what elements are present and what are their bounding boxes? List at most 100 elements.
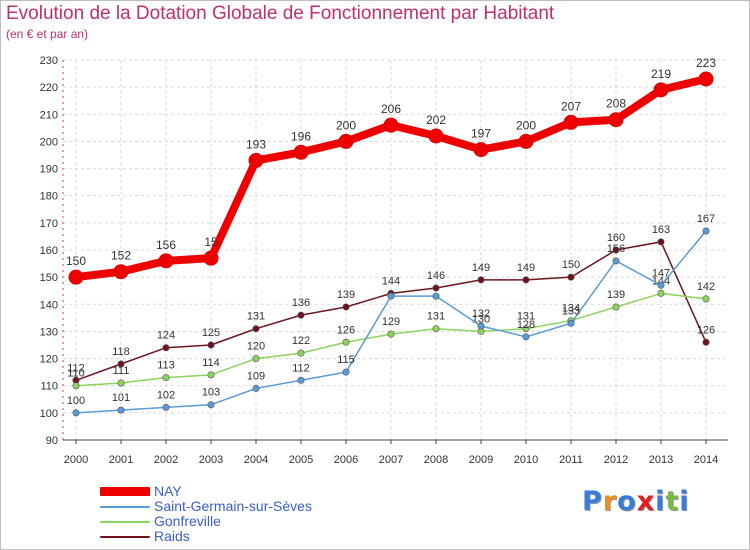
- data-point: [248, 152, 264, 168]
- legend-item: NAY: [100, 484, 312, 499]
- y-tick-label: 90: [46, 435, 58, 447]
- logo-letter: x: [636, 486, 656, 517]
- data-label: 144: [382, 275, 400, 287]
- data-point: [522, 325, 530, 333]
- data-point: [522, 276, 530, 284]
- data-label: 193: [246, 137, 266, 151]
- data-point: [342, 368, 350, 376]
- data-point: [698, 71, 714, 87]
- x-tick-label: 2004: [244, 454, 268, 466]
- x-tick-label: 2013: [649, 454, 673, 466]
- data-label: 150: [562, 259, 580, 271]
- data-point: [387, 292, 395, 300]
- x-tick-label: 2006: [334, 454, 358, 466]
- data-point: [162, 374, 170, 382]
- data-label: 15: [204, 235, 218, 249]
- y-tick-label: 100: [40, 408, 58, 420]
- data-label: 144: [652, 275, 670, 287]
- data-point: [653, 82, 669, 98]
- data-label: 102: [157, 389, 175, 401]
- data-label: 219: [651, 67, 671, 81]
- data-point: [117, 360, 125, 368]
- data-point: [567, 273, 575, 281]
- data-point: [657, 238, 665, 246]
- data-label: 124: [157, 330, 175, 342]
- data-label: 223: [696, 56, 716, 70]
- data-point: [207, 341, 215, 349]
- data-point: [477, 276, 485, 284]
- logo-letter: i: [655, 486, 666, 517]
- data-label: 118: [112, 346, 130, 358]
- data-point: [612, 303, 620, 311]
- data-label: 126: [697, 324, 715, 336]
- data-label: 125: [202, 327, 220, 339]
- data-point: [252, 384, 260, 392]
- legend-swatch: [100, 520, 150, 523]
- data-label: 208: [606, 97, 626, 111]
- legend-swatch: [100, 505, 150, 508]
- logo-letter: o: [617, 486, 637, 517]
- legend-item: Gonfreville: [100, 514, 312, 529]
- data-label: 111: [113, 365, 130, 377]
- data-label: 207: [561, 99, 581, 113]
- y-tick-label: 190: [40, 164, 58, 176]
- y-tick-label: 150: [40, 272, 58, 284]
- data-point: [702, 295, 710, 303]
- data-point: [473, 142, 489, 158]
- data-label: 129: [382, 316, 400, 328]
- data-label: 103: [202, 387, 220, 399]
- y-tick-label: 110: [40, 381, 58, 393]
- legend-label: Raids: [154, 528, 190, 544]
- data-point: [203, 250, 219, 266]
- x-tick-label: 2002: [154, 454, 178, 466]
- data-point: [563, 114, 579, 130]
- data-point: [522, 333, 530, 341]
- chart-subtitle: (en € et par an): [6, 27, 89, 41]
- x-tick-label: 2001: [109, 454, 133, 466]
- legend-item: Raids: [100, 529, 312, 544]
- data-label: 115: [337, 354, 355, 366]
- data-point: [608, 112, 624, 128]
- data-point: [117, 406, 125, 414]
- data-label: 100: [67, 395, 85, 407]
- data-label: 136: [292, 297, 310, 309]
- logo-letter: P: [582, 486, 603, 517]
- data-label: 113: [157, 360, 175, 372]
- data-label: 126: [337, 324, 355, 336]
- data-label: 110: [67, 368, 85, 380]
- data-point: [432, 325, 440, 333]
- y-tick-label: 210: [40, 109, 58, 121]
- data-point: [657, 281, 665, 289]
- data-label: 134: [562, 303, 580, 315]
- data-label: 114: [202, 357, 220, 369]
- data-point: [252, 355, 260, 363]
- x-tick-label: 2008: [424, 454, 448, 466]
- legend-label: NAY: [154, 483, 182, 499]
- data-point: [387, 330, 395, 338]
- x-tick-label: 2007: [379, 454, 403, 466]
- x-tick-label: 2012: [604, 454, 628, 466]
- data-point: [252, 325, 260, 333]
- y-tick-label: 230: [40, 55, 58, 67]
- data-point: [297, 349, 305, 357]
- data-point: [383, 117, 399, 133]
- legend-swatch: [100, 535, 150, 538]
- data-point: [567, 319, 575, 327]
- data-label: 206: [381, 102, 401, 116]
- legend-item: Saint-Germain-sur-Sèves: [100, 499, 312, 514]
- data-label: 133: [562, 305, 580, 317]
- data-label: 139: [337, 289, 355, 301]
- proxiti-logo: Proxiti: [582, 486, 690, 517]
- x-tick-label: 2000: [64, 454, 88, 466]
- logo-letter: t: [665, 486, 680, 517]
- data-label: 120: [247, 341, 265, 353]
- data-label: 149: [472, 262, 490, 274]
- data-label: 132: [472, 308, 490, 320]
- logo-letter: i: [679, 486, 690, 517]
- data-point: [432, 292, 440, 300]
- y-tick-label: 120: [40, 354, 58, 366]
- data-point: [612, 257, 620, 265]
- data-label: 128: [517, 319, 535, 331]
